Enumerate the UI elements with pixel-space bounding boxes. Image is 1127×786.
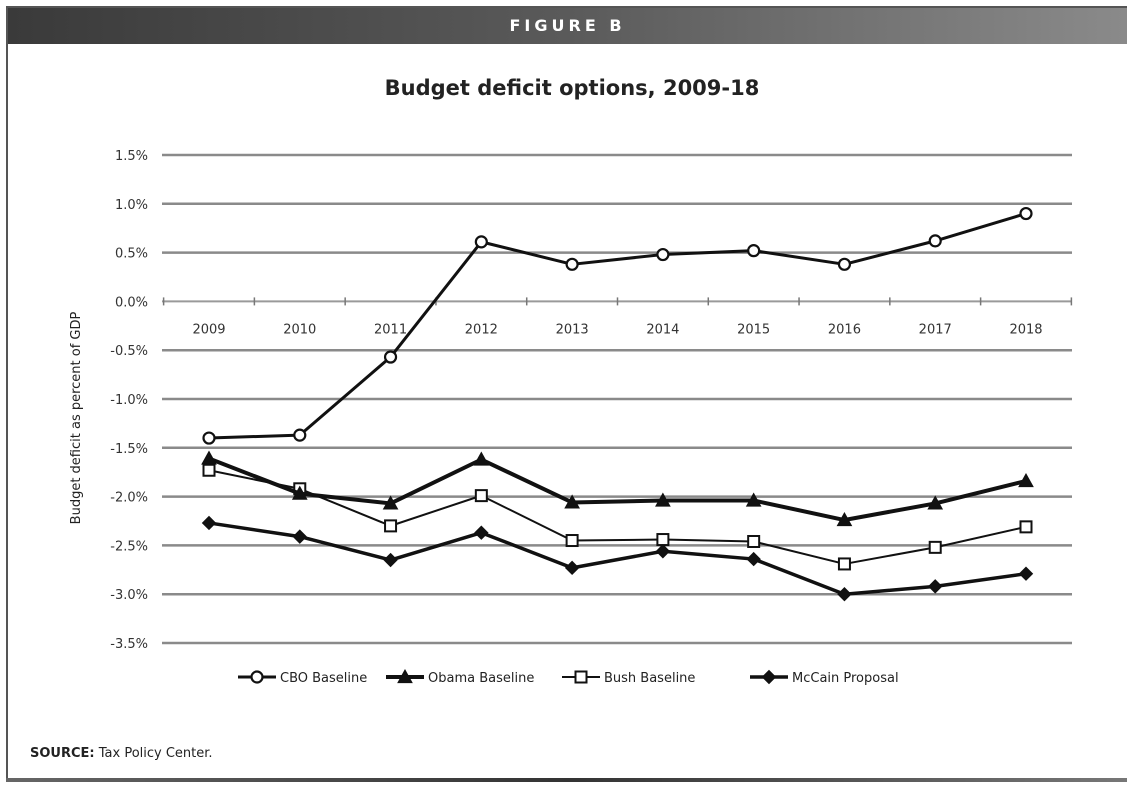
source-note: SOURCE: Tax Policy Center. [30, 746, 213, 761]
legend-label: McCain Proposal [792, 671, 899, 686]
data-point [384, 519, 398, 533]
y-tick-label: 0.5% [115, 247, 148, 262]
data-point [1019, 520, 1033, 534]
series-mccain-proposal [201, 515, 1034, 602]
legend-label: Bush Baseline [604, 671, 695, 686]
legend-label: CBO Baseline [280, 671, 367, 686]
data-point [565, 257, 579, 271]
data-point [383, 552, 398, 568]
data-point [474, 235, 488, 249]
source-label: SOURCE: [30, 746, 95, 761]
legend-marker [761, 669, 777, 685]
data-point [1019, 206, 1033, 221]
y-axis-label: Budget deficit as percent of GDP [69, 311, 84, 524]
data-point [655, 492, 671, 507]
bottom-rule [6, 778, 1127, 782]
x-tick-label: 2009 [192, 322, 225, 337]
x-tick-label: 2016 [828, 322, 861, 337]
series-bush-baseline [202, 463, 1033, 571]
data-point [928, 540, 942, 554]
y-tick-label: -3.0% [110, 588, 148, 603]
legend-item-obama-baseline: Obama Baseline [386, 668, 534, 686]
data-point [565, 534, 579, 548]
x-tick-label: 2014 [646, 322, 679, 337]
data-point [747, 534, 761, 548]
data-point [1018, 472, 1034, 488]
legend: CBO Baseline Obama Baseline Bush Baseline M… [238, 668, 899, 686]
series-line-bush-baseline [208, 469, 1027, 565]
legend-item-cbo-baseline: CBO Baseline [238, 670, 367, 686]
y-tick-label: -3.5% [110, 637, 148, 652]
figure-header-bar [8, 8, 1127, 44]
data-point [928, 234, 942, 248]
figure-label: FIGURE B [509, 16, 626, 35]
data-point [655, 544, 671, 559]
legend-marker [397, 668, 413, 684]
data-point [747, 244, 761, 258]
x-tick-label: 2010 [283, 322, 316, 337]
figure-frame: FIGURE B [6, 6, 1127, 780]
x-tick-label: 2012 [465, 322, 498, 337]
legend-marker [574, 670, 588, 684]
data-point [564, 494, 580, 509]
series-line-cbo-baseline [208, 212, 1027, 440]
data-point [656, 533, 670, 547]
data-point [383, 350, 398, 364]
legend-label: Obama Baseline [428, 671, 534, 686]
data-point [382, 495, 399, 510]
data-point [201, 515, 217, 531]
x-tick-label: 2017 [919, 322, 952, 337]
data-point [292, 529, 307, 544]
data-point [1018, 566, 1034, 581]
data-point [201, 450, 217, 465]
y-tick-label: -1.5% [110, 442, 148, 457]
data-point [746, 551, 761, 567]
data-point [474, 525, 489, 540]
data-point [745, 492, 762, 507]
legend-marker [250, 670, 264, 684]
data-point [927, 495, 944, 510]
data-point [837, 557, 851, 571]
y-tick-label: -0.5% [110, 344, 148, 359]
source-text: Tax Policy Center. [98, 746, 213, 761]
y-tick-label: -1.0% [110, 393, 148, 408]
data-point [202, 431, 216, 445]
legend-item-bush-baseline: Bush Baseline [562, 670, 695, 686]
series-line-obama-baseline [208, 456, 1027, 523]
series-line-mccain-proposal [208, 521, 1027, 596]
data-point [837, 257, 852, 271]
data-point [836, 511, 853, 527]
x-tick-label: 2013 [556, 322, 589, 337]
y-tick-label: 0.0% [115, 295, 148, 310]
data-point [474, 489, 488, 503]
x-tick-label: 2011 [374, 322, 407, 337]
x-tick-labels: 2009 2010 2011 2012 2013 2014 2015 2016 2017 2018 [192, 322, 1042, 337]
data-point [473, 451, 490, 466]
data-point [291, 485, 308, 500]
series-lines [201, 206, 1034, 602]
series-cbo-baseline [202, 206, 1033, 445]
data-point [656, 247, 670, 262]
data-point [293, 428, 307, 442]
y-tick-label: -2.5% [110, 539, 148, 554]
data-point [564, 560, 580, 576]
data-point [928, 579, 943, 594]
x-tick-label: 2015 [737, 322, 770, 337]
x-axis [162, 297, 1073, 306]
y-tick-labels: 1.5% 1.0% 0.5% 0.0% -0.5% -1.0% -1.5% -2.0% -2.5… [110, 149, 148, 652]
y-tick-label: -2.0% [110, 491, 148, 506]
y-tick-label: 1.5% [115, 149, 148, 164]
data-point [837, 586, 852, 602]
x-tick-label: 2018 [1009, 322, 1042, 337]
data-point [202, 463, 216, 477]
y-tick-label: 1.0% [115, 198, 148, 213]
gridlines [162, 153, 1072, 645]
legend-item-mccain-proposal: McCain Proposal [750, 669, 899, 686]
chart-title: Budget deficit options, 2009-18 [385, 76, 760, 100]
series-obama-baseline [201, 450, 1034, 527]
